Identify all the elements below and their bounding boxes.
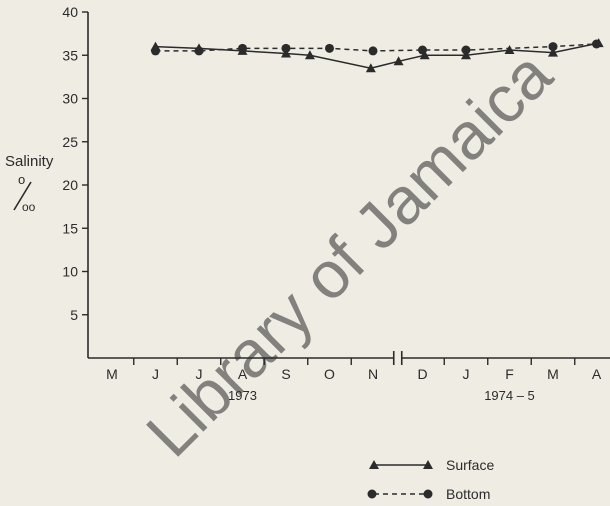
data-point-surface <box>461 50 471 60</box>
series-layer <box>150 38 604 73</box>
y-tick-label: 40 <box>62 4 78 20</box>
series-line-surface <box>155 42 599 69</box>
data-point-bottom <box>592 39 601 49</box>
y-tick-label: 15 <box>62 220 78 236</box>
y-tick-label: 5 <box>70 307 78 323</box>
watermark-text: Library of Jamaica <box>132 37 566 471</box>
data-point-bottom <box>461 45 471 55</box>
x-tick-label: A <box>238 366 248 382</box>
legend: Surface Bottom <box>367 457 494 502</box>
x-tick-label: J <box>463 366 470 382</box>
legend-item-surface: Surface <box>369 457 494 473</box>
legend-circle-marker <box>367 489 377 499</box>
axes: 5 10 15 20 25 30 35 40 M J J A S O N D J F M A 1973 1974 – 5 <box>62 4 610 403</box>
y-axis-unit: o oo <box>13 172 36 214</box>
legend-label-surface: Surface <box>446 457 494 473</box>
data-point-surface <box>419 50 430 60</box>
year-label: 1973 <box>228 388 257 403</box>
y-tick-label: 30 <box>62 91 78 107</box>
year-label: 1974 – 5 <box>484 388 535 403</box>
x-tick-label: A <box>592 366 602 382</box>
series-line-bottom <box>155 43 597 52</box>
svg-text:oo: oo <box>22 200 36 214</box>
x-tick-label: S <box>281 366 290 382</box>
legend-triangle-marker <box>369 460 379 469</box>
data-point-bottom <box>418 45 427 55</box>
svg-text:o: o <box>18 172 25 187</box>
data-point-surface <box>504 45 515 55</box>
legend-circle-marker <box>423 489 433 499</box>
data-point-bottom <box>325 43 334 53</box>
y-tick-label: 35 <box>62 47 78 63</box>
data-point-bottom <box>281 43 291 53</box>
legend-label-bottom: Bottom <box>446 486 490 502</box>
data-point-bottom <box>548 42 558 52</box>
y-tick-label: 25 <box>62 134 78 150</box>
x-tick-label: J <box>152 366 159 382</box>
data-point-surface <box>281 48 291 58</box>
y-tick-label: 20 <box>62 177 78 193</box>
data-point-bottom <box>238 43 247 53</box>
x-tick-label: J <box>196 366 203 382</box>
data-point-surface <box>393 56 404 66</box>
x-tick-label: D <box>417 366 427 382</box>
y-tick-label: 10 <box>62 264 78 280</box>
legend-triangle-marker <box>423 460 433 469</box>
data-point-surface <box>548 47 558 57</box>
x-tick-label: M <box>547 366 559 382</box>
data-point-bottom <box>194 46 204 56</box>
data-point-surface <box>304 50 315 60</box>
x-tick-label: M <box>106 366 118 382</box>
data-point-surface <box>365 63 376 73</box>
data-point-bottom <box>151 46 160 56</box>
x-tick-label: O <box>324 366 335 382</box>
x-tick-label: F <box>505 366 514 382</box>
y-axis-label: Salinity <box>5 153 54 170</box>
x-tick-label: N <box>368 366 378 382</box>
data-point-bottom <box>368 46 378 56</box>
legend-item-bottom: Bottom <box>367 486 490 502</box>
